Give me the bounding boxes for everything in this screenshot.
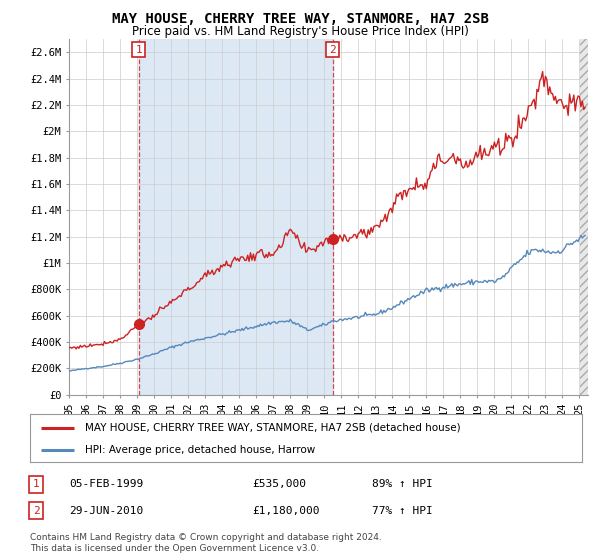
Bar [580,39,588,395]
Text: 77% ↑ HPI: 77% ↑ HPI [372,506,433,516]
Text: Price paid vs. HM Land Registry's House Price Index (HPI): Price paid vs. HM Land Registry's House … [131,25,469,38]
Text: 29-JUN-2010: 29-JUN-2010 [69,506,143,516]
Text: 1: 1 [135,45,142,54]
Text: 05-FEB-1999: 05-FEB-1999 [69,479,143,489]
Text: HPI: Average price, detached house, Harrow: HPI: Average price, detached house, Harr… [85,445,316,455]
Text: 1: 1 [32,479,40,489]
Bar [139,39,332,395]
Text: MAY HOUSE, CHERRY TREE WAY, STANMORE, HA7 2SB: MAY HOUSE, CHERRY TREE WAY, STANMORE, HA… [112,12,488,26]
Text: 2: 2 [32,506,40,516]
Text: 2: 2 [329,45,336,54]
Text: £1,180,000: £1,180,000 [252,506,320,516]
Text: £535,000: £535,000 [252,479,306,489]
Text: MAY HOUSE, CHERRY TREE WAY, STANMORE, HA7 2SB (detached house): MAY HOUSE, CHERRY TREE WAY, STANMORE, HA… [85,423,461,433]
Text: 89% ↑ HPI: 89% ↑ HPI [372,479,433,489]
Text: Contains HM Land Registry data © Crown copyright and database right 2024.
This d: Contains HM Land Registry data © Crown c… [30,533,382,553]
Bar [580,39,588,395]
